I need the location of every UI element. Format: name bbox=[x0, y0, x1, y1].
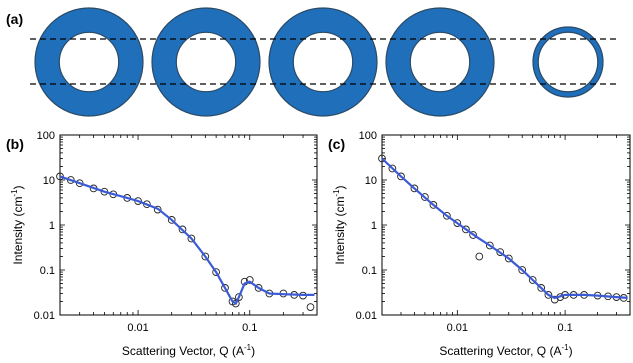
y-tick-label: 0.01 bbox=[34, 310, 55, 322]
y-tick-label: 10 bbox=[365, 175, 377, 187]
panel-a: (a) bbox=[6, 7, 618, 117]
x-tick-label: 0.01 bbox=[127, 322, 148, 334]
data-point bbox=[75, 179, 84, 188]
data-point bbox=[544, 291, 553, 299]
data-point bbox=[485, 241, 494, 250]
x-axis-title: Scattering Vector, Q (A-1) bbox=[439, 343, 572, 358]
data-point bbox=[453, 219, 462, 227]
panel-c-label: (c) bbox=[328, 136, 345, 152]
plot-frame bbox=[381, 134, 631, 316]
data-point bbox=[201, 252, 210, 261]
data-point bbox=[254, 284, 263, 292]
data-point bbox=[410, 184, 419, 193]
data-point bbox=[231, 299, 240, 308]
data-point bbox=[397, 172, 405, 181]
y-tick-label: 100 bbox=[359, 130, 377, 142]
x-tick-label: 0.1 bbox=[242, 322, 257, 334]
y-tick-label: 10 bbox=[43, 175, 55, 187]
data-point bbox=[429, 201, 438, 209]
shell-ring bbox=[268, 7, 378, 117]
panel-a-label: (a) bbox=[6, 11, 23, 27]
data-point bbox=[178, 225, 187, 234]
y-tick-label: 1 bbox=[49, 220, 55, 232]
panel-b-label: (b) bbox=[6, 136, 24, 152]
data-point bbox=[153, 205, 162, 214]
data-point bbox=[504, 254, 513, 263]
y-axis-title: Intensity (cm-1) bbox=[10, 185, 25, 264]
data-point bbox=[212, 268, 220, 276]
y-tick-label: 0.1 bbox=[40, 265, 55, 277]
panel-b: (b) 0.01 0.1 0.01 0.1 1 10 100 Scattering Vecto… bbox=[6, 130, 318, 358]
data-point bbox=[56, 172, 64, 181]
data-point bbox=[306, 303, 315, 311]
data-point bbox=[528, 276, 537, 284]
y-axis-title: Intensity (cm-1) bbox=[332, 185, 347, 264]
ring-row bbox=[34, 7, 604, 117]
y-tick-label: 1 bbox=[371, 220, 377, 232]
data-point bbox=[475, 252, 484, 261]
data-point bbox=[187, 234, 196, 243]
data-point bbox=[443, 211, 451, 220]
fit-line bbox=[381, 157, 628, 300]
plot-frame bbox=[59, 134, 318, 316]
data-point bbox=[388, 164, 397, 173]
y-tick-label: 0.01 bbox=[356, 310, 377, 322]
x-axis-title: Scattering Vector, Q (A-1) bbox=[122, 343, 255, 358]
data-point bbox=[221, 284, 229, 292]
data-point bbox=[421, 193, 429, 201]
data-point bbox=[537, 284, 546, 292]
y-tick-label: 0.1 bbox=[362, 265, 377, 277]
panel-c: (c) 0.01 0.1 0.01 0.1 1 10 100 Scattering Vecto… bbox=[328, 130, 631, 358]
x-tick-label: 0.01 bbox=[447, 322, 468, 334]
data-point bbox=[245, 276, 254, 284]
data-point bbox=[518, 266, 527, 274]
shell-ring bbox=[151, 7, 261, 117]
data-point bbox=[167, 216, 176, 224]
data-point bbox=[469, 231, 477, 239]
shell-ring bbox=[532, 26, 604, 98]
shell-ring bbox=[34, 7, 144, 117]
data-point bbox=[235, 293, 243, 301]
y-tick-label: 100 bbox=[37, 130, 55, 142]
shell-ring bbox=[385, 7, 495, 117]
x-tick-label: 0.1 bbox=[557, 322, 572, 334]
data-point bbox=[462, 225, 470, 234]
data-point bbox=[378, 154, 386, 163]
fit-line bbox=[59, 175, 315, 306]
data-point bbox=[496, 248, 505, 256]
